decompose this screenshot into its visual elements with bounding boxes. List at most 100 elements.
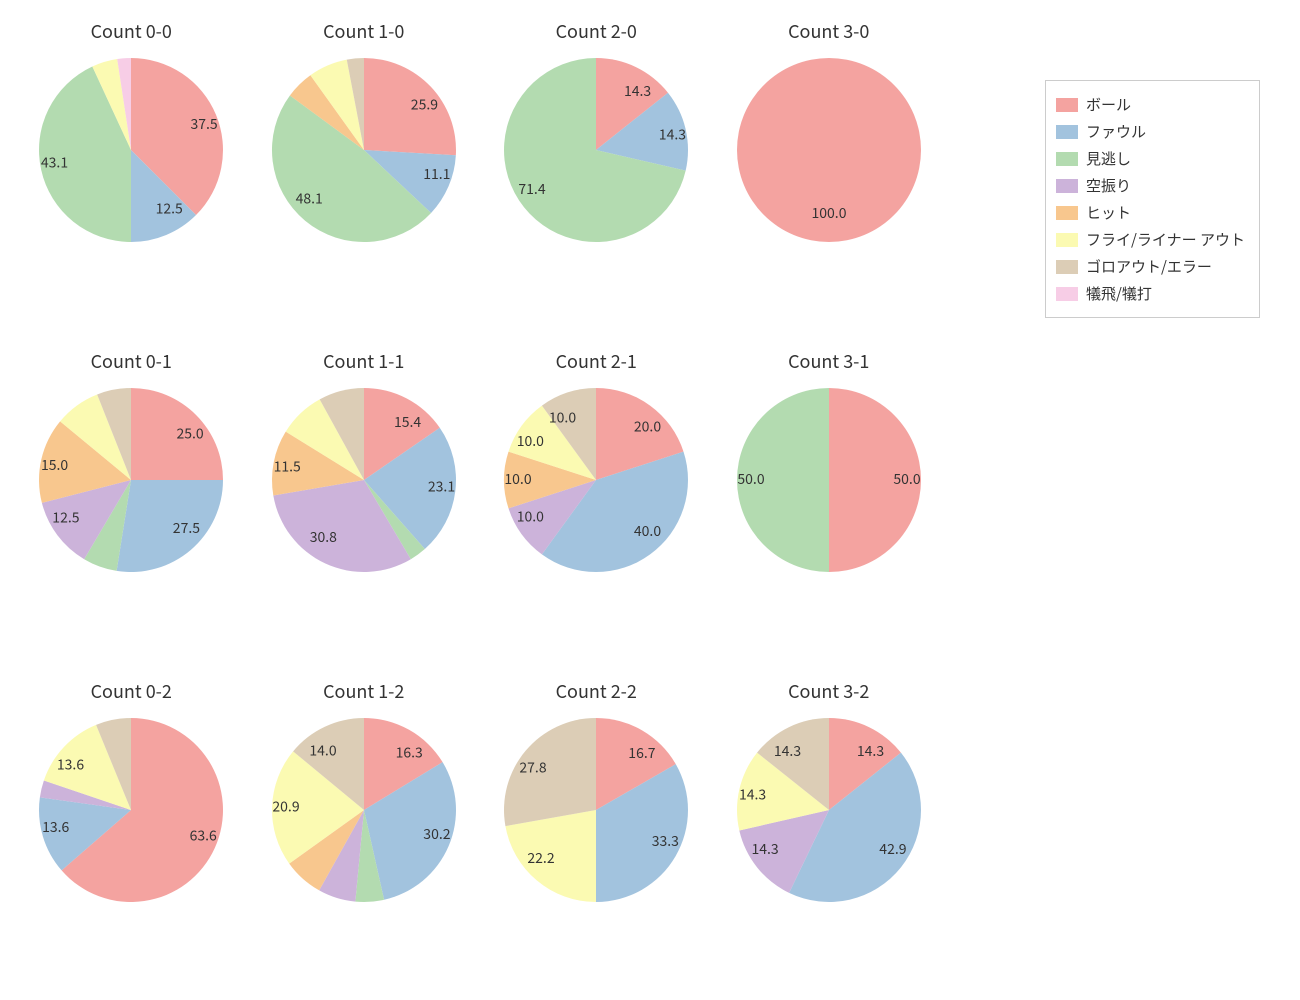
pie-wrap: 16.733.322.227.8 xyxy=(496,710,696,910)
slice-label: 16.7 xyxy=(629,743,656,763)
pie-chart: 15.4 23.1 30.8 11.5 xyxy=(264,380,464,580)
pie-chart: 14.342.914.314.314.3 xyxy=(729,710,929,910)
pie-wrap: 25.0 27.5 12.5 15.0 xyxy=(31,380,231,580)
slice-label: 71.4 xyxy=(519,179,546,199)
pie-wrap: 14.342.914.314.314.3 xyxy=(729,710,929,910)
pie-wrap: 20.040.010.010.010.010.0 xyxy=(496,380,696,580)
pie-wrap: 15.4 23.1 30.8 11.5 xyxy=(264,380,464,580)
pie-chart: 37.512.543.1 xyxy=(31,50,231,250)
slice-label: 43.1 xyxy=(41,153,68,173)
pie-chart: 16.733.322.227.8 xyxy=(496,710,696,910)
legend-label: 空振り xyxy=(1086,172,1131,199)
legend-item: ファウル xyxy=(1056,118,1245,145)
slice-label: 14.3 xyxy=(774,741,801,761)
slice-label: 23.1 xyxy=(428,477,455,497)
chart-title: Count 3-1 xyxy=(788,348,869,374)
legend-label: ゴロアウト/エラー xyxy=(1086,253,1212,280)
slice-label: 10.0 xyxy=(517,431,544,451)
pie-wrap: 100.0 xyxy=(729,50,929,250)
slice-label: 10.0 xyxy=(517,507,544,527)
legend-swatch xyxy=(1056,206,1078,220)
slice-label: 42.9 xyxy=(879,839,906,859)
legend-swatch xyxy=(1056,98,1078,112)
legend-label: ファウル xyxy=(1086,118,1146,145)
slice-label: 14.0 xyxy=(309,740,336,760)
legend-label: 見逃し xyxy=(1086,145,1131,172)
slice-label: 15.4 xyxy=(394,412,421,432)
chart-title: Count 0-2 xyxy=(91,678,172,704)
chart-title: Count 1-0 xyxy=(323,18,404,44)
slice-label: 48.1 xyxy=(295,188,322,208)
slice-label: 16.3 xyxy=(395,743,422,763)
slice-label: 13.6 xyxy=(42,817,69,837)
chart-title: Count 1-1 xyxy=(323,348,404,374)
legend-item: ヒット xyxy=(1056,199,1245,226)
pie-grid: Count 0-037.512.543.1Count 1-025.911.148… xyxy=(20,10,940,990)
slice-label: 10.0 xyxy=(549,408,576,428)
slice-label: 11.1 xyxy=(423,164,450,184)
pie-cell: Count 0-1 25.0 27.5 12.5 15.0 xyxy=(20,340,243,660)
legend: ボールファウル見逃し空振りヒットフライ/ライナー アウトゴロアウト/エラー犠飛/… xyxy=(1045,80,1260,318)
pie-cell: Count 2-014.314.371.4 xyxy=(485,10,708,330)
slice-label: 37.5 xyxy=(191,114,218,134)
slice-label: 12.5 xyxy=(53,507,80,527)
legend-label: ヒット xyxy=(1086,199,1131,226)
pie-chart: 14.314.371.4 xyxy=(496,50,696,250)
pie-chart: 50.050.0 xyxy=(729,380,929,580)
legend-label: ボール xyxy=(1086,91,1131,118)
slice-label: 13.6 xyxy=(57,755,84,775)
legend-swatch xyxy=(1056,125,1078,139)
legend-item: 見逃し xyxy=(1056,145,1245,172)
pie-cell: Count 0-2 63.6 13.6 13.6 xyxy=(20,670,243,990)
slice-label: 33.3 xyxy=(652,831,679,851)
legend-item: フライ/ライナー アウト xyxy=(1056,226,1245,253)
slice-label: 14.3 xyxy=(751,839,778,859)
legend-swatch xyxy=(1056,179,1078,193)
pie-cell: Count 1-025.911.148.1 xyxy=(253,10,476,330)
chart-title: Count 1-2 xyxy=(323,678,404,704)
slice-label: 22.2 xyxy=(528,848,555,868)
pie-wrap: 50.050.0 xyxy=(729,380,929,580)
pie-wrap: 63.6 13.6 13.6 xyxy=(31,710,231,910)
legend-item: ゴロアウト/エラー xyxy=(1056,253,1245,280)
slice-label: 27.5 xyxy=(173,518,200,538)
slice-label: 11.5 xyxy=(273,456,300,476)
legend-item: ボール xyxy=(1056,91,1245,118)
chart-title: Count 2-1 xyxy=(556,348,637,374)
pie-chart: 100.0 xyxy=(729,50,929,250)
pie-cell: Count 3-214.342.914.314.314.3 xyxy=(718,670,941,990)
pie-cell: Count 3-1 50.050.0 xyxy=(718,340,941,660)
legend-swatch xyxy=(1056,287,1078,301)
slice-label: 63.6 xyxy=(190,825,217,845)
legend-item: 犠飛/犠打 xyxy=(1056,280,1245,307)
slice-label: 14.3 xyxy=(659,125,686,145)
chart-title: Count 0-0 xyxy=(91,18,172,44)
chart-title: Count 2-0 xyxy=(556,18,637,44)
figure: Count 0-037.512.543.1Count 1-025.911.148… xyxy=(0,0,1300,1000)
pie-cell: Count 3-0 100.0 xyxy=(718,10,941,330)
pie-cell: Count 0-0 37.512.543.1 xyxy=(20,10,243,330)
slice-label: 20.0 xyxy=(634,417,661,437)
legend-swatch xyxy=(1056,233,1078,247)
pie-wrap: 25.911.148.1 xyxy=(264,50,464,250)
slice-label: 25.0 xyxy=(177,423,204,443)
legend-label: フライ/ライナー アウト xyxy=(1086,226,1245,253)
pie-chart: 25.911.148.1 xyxy=(264,50,464,250)
chart-title: Count 3-0 xyxy=(788,18,869,44)
slice-label: 10.0 xyxy=(505,469,532,489)
chart-title: Count 0-1 xyxy=(91,348,172,374)
pie-wrap: 37.512.543.1 xyxy=(31,50,231,250)
slice-label: 50.0 xyxy=(893,469,920,489)
slice-label: 30.8 xyxy=(309,527,336,547)
slice-label: 100.0 xyxy=(811,203,846,223)
slice-label: 15.0 xyxy=(41,455,68,475)
pie-chart: 25.0 27.5 12.5 15.0 xyxy=(31,380,231,580)
pie-chart: 20.040.010.010.010.010.0 xyxy=(496,380,696,580)
pie-chart: 16.330.220.914.0 xyxy=(264,710,464,910)
legend-item: 空振り xyxy=(1056,172,1245,199)
legend-label: 犠飛/犠打 xyxy=(1086,280,1152,307)
pie-cell: Count 2-1 20.040.010.010.010.010.0 xyxy=(485,340,708,660)
slice-label: 30.2 xyxy=(423,824,450,844)
legend-swatch xyxy=(1056,152,1078,166)
pie-cell: Count 1-1 15.4 23.1 30.8 11.5 xyxy=(253,340,476,660)
